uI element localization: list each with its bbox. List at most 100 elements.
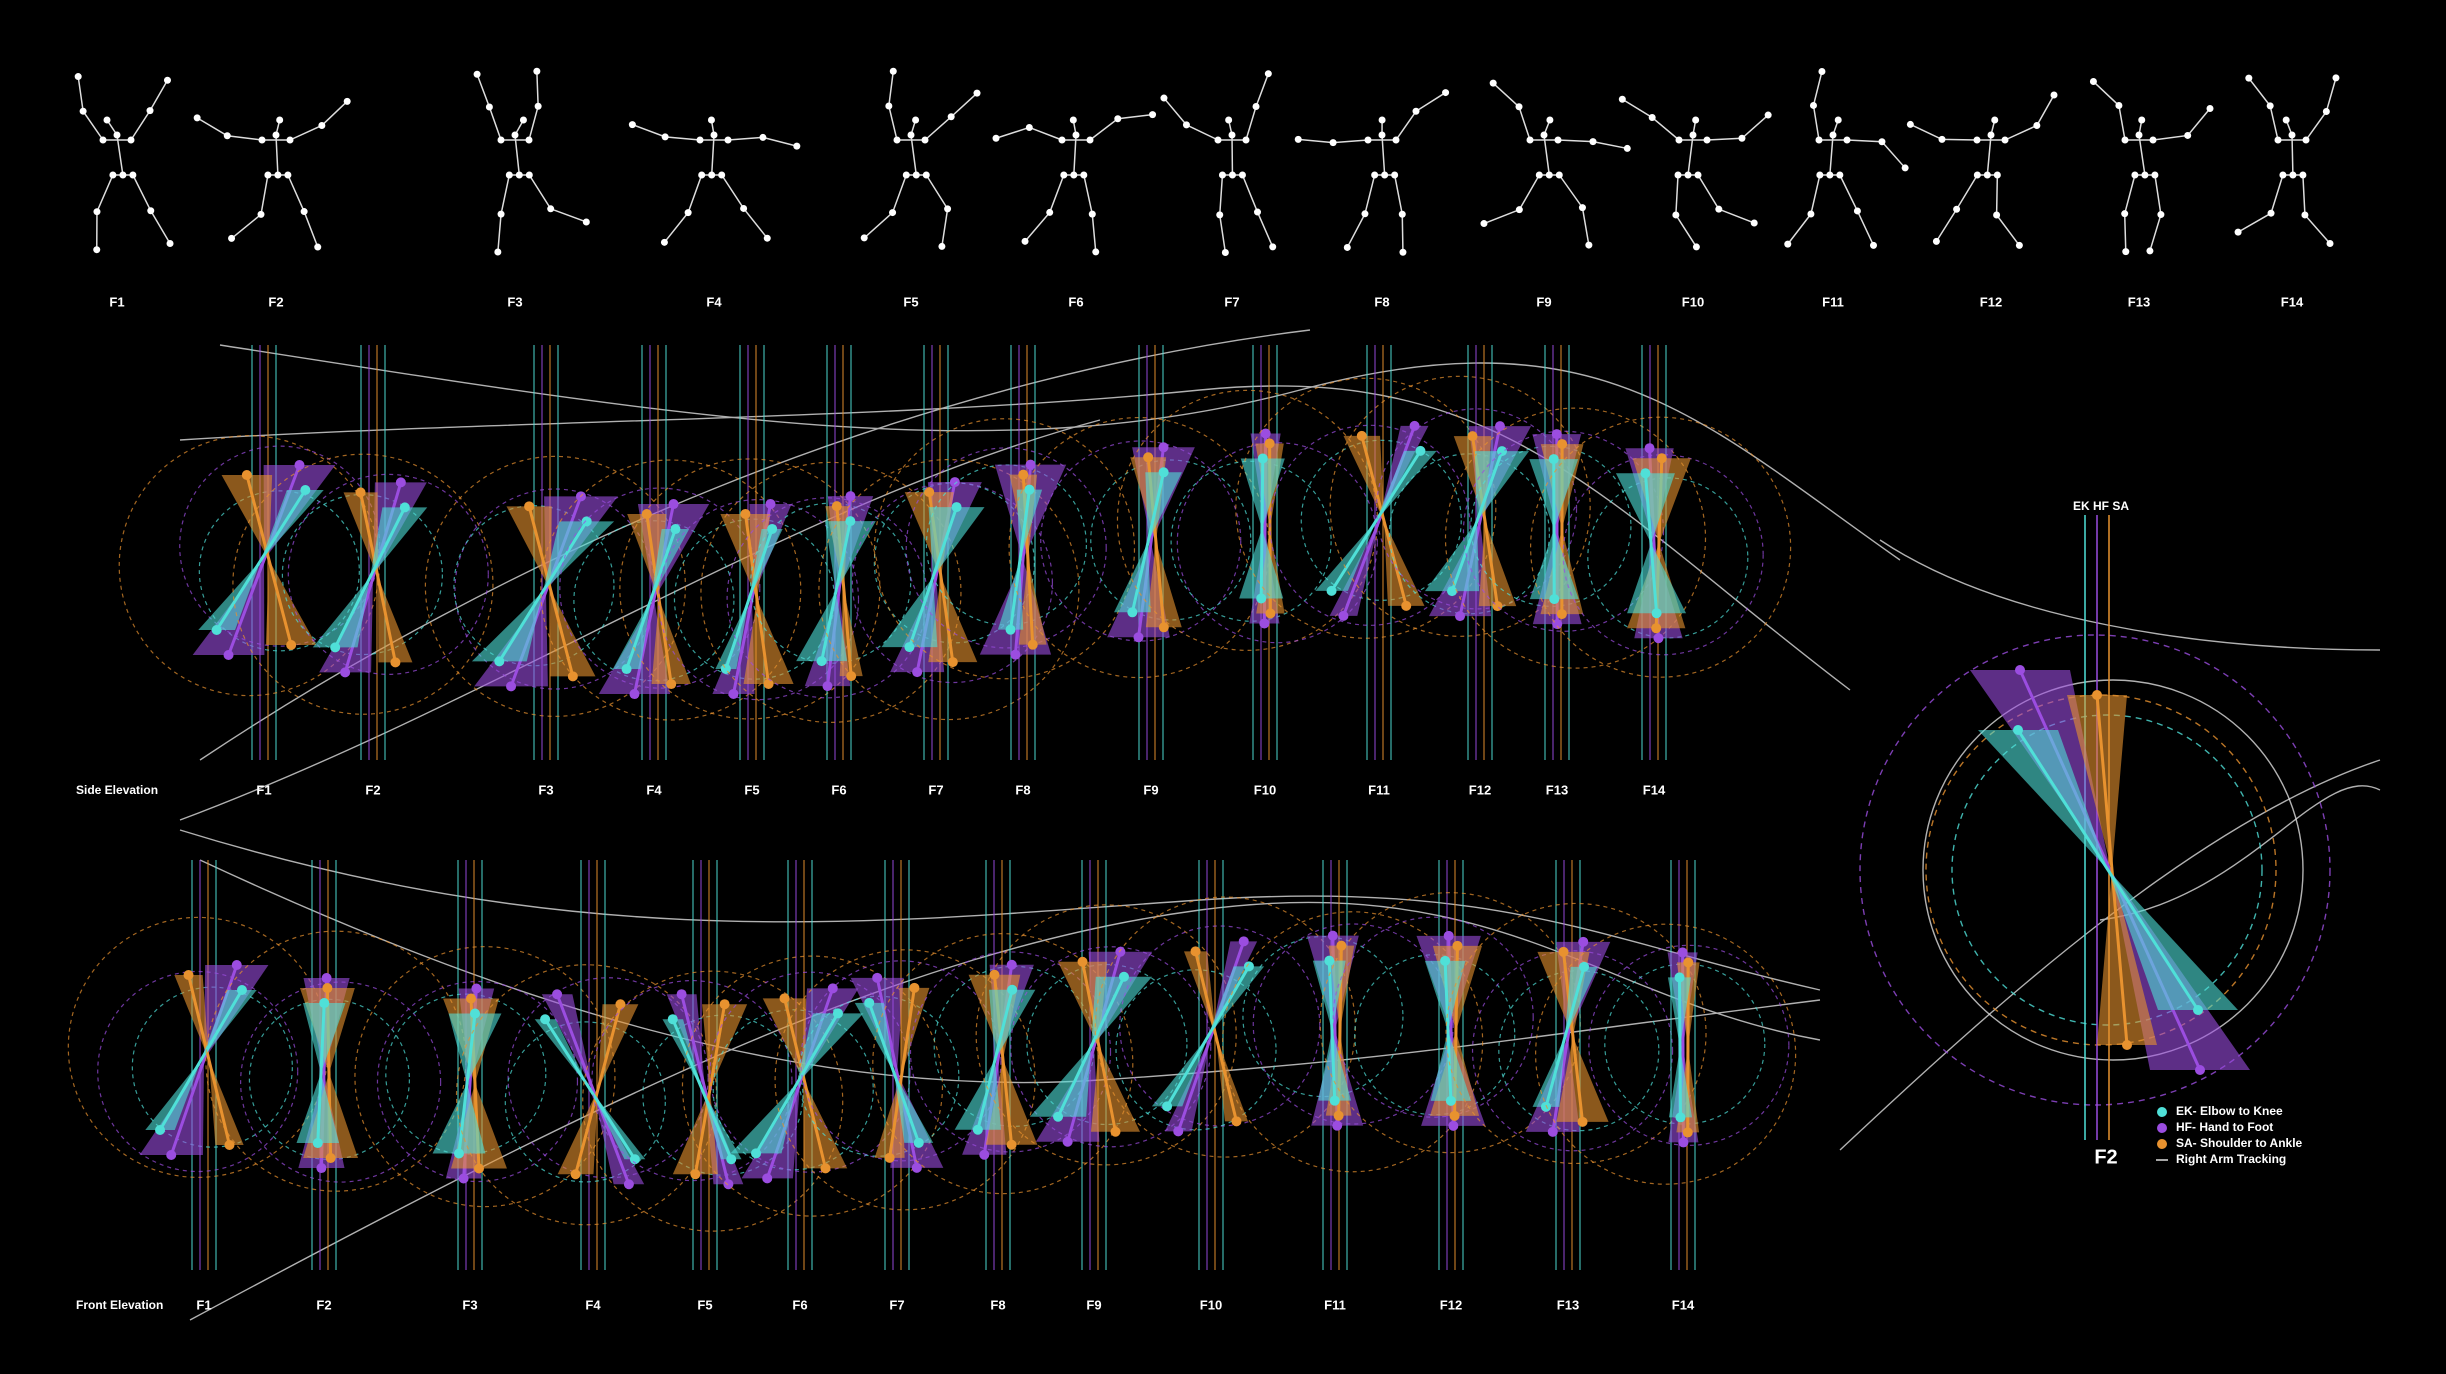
guide-circle xyxy=(700,461,962,723)
limb-line xyxy=(2016,729,2200,1011)
joint xyxy=(902,171,910,179)
wedge xyxy=(550,591,596,677)
joint xyxy=(893,136,901,144)
wedge xyxy=(221,475,273,560)
joint xyxy=(1826,171,1834,179)
wedge xyxy=(1565,966,1598,1037)
wedge xyxy=(1029,1046,1091,1117)
joint xyxy=(1356,430,1367,441)
joint xyxy=(473,70,481,78)
joint xyxy=(1162,1101,1173,1112)
joint xyxy=(2151,171,2159,179)
stick-figure xyxy=(1906,91,2058,249)
joint xyxy=(2131,171,2139,179)
frame-group xyxy=(1094,860,1356,1270)
legend-swatch xyxy=(2157,1139,2167,1149)
joint xyxy=(223,132,231,140)
joint xyxy=(322,983,333,994)
joint xyxy=(2115,102,2123,110)
frame-label: F9 xyxy=(1086,1297,1101,1312)
wedge xyxy=(506,506,552,592)
wedge xyxy=(1615,473,1675,544)
guide-circle xyxy=(1329,375,1591,637)
joint xyxy=(465,993,476,1004)
joint xyxy=(720,663,731,674)
joint xyxy=(1703,136,1711,144)
frame-group xyxy=(118,345,381,760)
joint xyxy=(1993,171,2001,179)
frame-label: F6 xyxy=(792,1297,807,1312)
joint xyxy=(845,491,856,502)
joint xyxy=(264,171,272,179)
guide-circle xyxy=(619,458,881,720)
frame-label: F9 xyxy=(1536,294,1551,309)
guide-circle xyxy=(1332,916,1534,1118)
frame-group xyxy=(619,345,881,760)
joint xyxy=(211,625,222,635)
frame-group xyxy=(540,345,802,760)
guide-circle xyxy=(559,487,761,689)
joint xyxy=(147,207,155,215)
frame-group xyxy=(1535,860,1797,1270)
joint xyxy=(1836,171,1844,179)
limb-line xyxy=(693,1003,727,1175)
joint xyxy=(1618,95,1626,103)
limb-line xyxy=(754,1012,840,1155)
joint xyxy=(740,204,748,212)
guide-circle xyxy=(354,946,616,1208)
limb-line xyxy=(1450,450,1504,592)
joint xyxy=(1494,421,1505,432)
joint xyxy=(183,970,194,980)
joint xyxy=(2122,248,2130,256)
tracking-curve xyxy=(179,829,1821,991)
joint xyxy=(1554,136,1562,144)
wedge xyxy=(1216,1036,1249,1122)
joint xyxy=(1809,101,1817,109)
joint xyxy=(93,246,101,254)
wedge xyxy=(824,521,876,592)
guide-circle xyxy=(1859,634,2331,1106)
joint xyxy=(1585,241,1593,249)
joint xyxy=(904,642,915,653)
joint xyxy=(1133,632,1144,643)
wedge xyxy=(1376,450,1437,521)
guide-circle xyxy=(1471,950,1674,1152)
joint xyxy=(224,1140,235,1150)
frame-label: F4 xyxy=(706,294,722,309)
joint xyxy=(2146,247,2154,255)
joint xyxy=(1692,116,1700,124)
frame-group xyxy=(582,860,844,1270)
joint xyxy=(2122,1040,2132,1050)
frame-group xyxy=(1235,345,1497,760)
wedge xyxy=(590,1089,646,1160)
wedge xyxy=(1145,542,1182,628)
joint xyxy=(1088,210,1096,218)
wedge xyxy=(899,987,930,1073)
joint xyxy=(909,982,920,993)
joint xyxy=(973,89,981,97)
frame-group xyxy=(774,860,1036,1270)
joint xyxy=(2015,665,2025,675)
joint xyxy=(1218,171,1226,179)
frame-label: F12 xyxy=(1980,294,2002,309)
frame-label: F3 xyxy=(462,1297,477,1312)
joint xyxy=(831,501,842,512)
frame-group xyxy=(681,860,944,1270)
joint xyxy=(2184,131,2192,139)
frame-group xyxy=(1116,345,1379,760)
frame-label: F3 xyxy=(507,294,522,309)
legend-label: Right Arm Tracking xyxy=(2176,1152,2286,1166)
joint xyxy=(1447,586,1458,597)
frame-group xyxy=(1329,345,1591,760)
joint xyxy=(2301,211,2309,219)
joint xyxy=(1115,946,1126,957)
joint xyxy=(2288,131,2296,139)
joint xyxy=(724,136,732,144)
joint xyxy=(992,134,1000,142)
wedge xyxy=(201,990,257,1060)
joint xyxy=(1807,210,1815,218)
joint xyxy=(1143,452,1154,463)
joint xyxy=(708,171,716,179)
tracking-curve xyxy=(1839,759,2381,1151)
guide-circle xyxy=(240,981,442,1183)
